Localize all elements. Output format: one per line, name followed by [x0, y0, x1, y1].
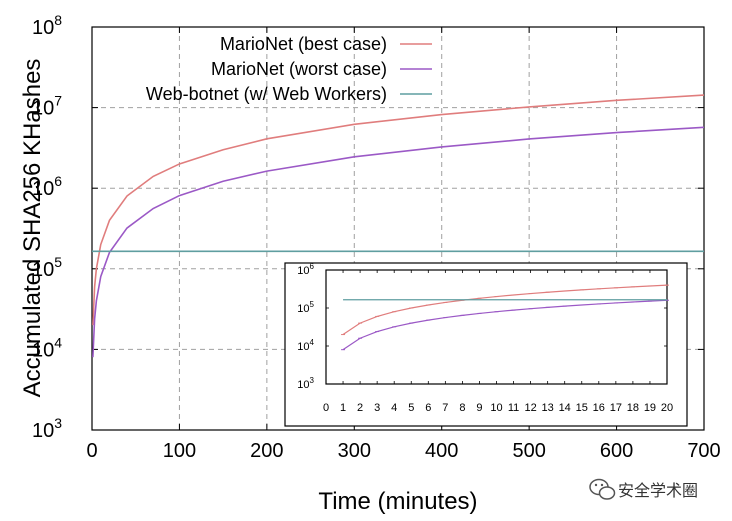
inset-x-ticks: 0 1 2 3 4 5 6 7 8 9 10 11 12 13 14 15 16 17 18 19 20	[323, 270, 673, 414]
inset-x-tick-label: 7	[442, 402, 448, 414]
main-x-ticks: 0 100 200 300 400 500 600 700	[86, 27, 721, 462]
inset-y-tick-label: 103	[297, 376, 314, 391]
inset-x-tick-label: 19	[644, 402, 656, 414]
x-tick-label: 100	[163, 440, 196, 462]
inset-y-ticks: 103 104 105 106	[297, 262, 667, 391]
legend-label: MarioNet (best case)	[220, 34, 387, 54]
legend: MarioNet (best case) MarioNet (worst case…	[146, 34, 432, 104]
x-tick-label: 400	[425, 440, 458, 462]
y-tick-label: 108	[32, 12, 62, 39]
wechat-icon	[589, 478, 616, 500]
x-axis-label: Time (minutes)	[318, 488, 477, 515]
inset-x-tick-label: 5	[408, 402, 414, 414]
inset-x-tick-label: 20	[661, 402, 673, 414]
inset-y-tick-label: 106	[297, 262, 314, 277]
watermark: 安全学术圈	[589, 478, 698, 500]
inset-x-tick-label: 16	[593, 402, 605, 414]
inset-background	[284, 262, 688, 427]
inset-x-tick-label: 9	[476, 402, 482, 414]
inset-x-tick-label: 10	[490, 402, 502, 414]
inset-x-tick-label: 4	[391, 402, 397, 414]
legend-label: MarioNet (worst case)	[211, 59, 387, 79]
y-tick-label: 106	[32, 173, 62, 200]
main-series	[92, 94, 705, 358]
inset-x-tick-label: 8	[459, 402, 465, 414]
x-tick-label: 0	[86, 440, 97, 462]
inset-x-tick-label: 0	[323, 402, 329, 414]
inset-x-tick-label: 3	[374, 402, 380, 414]
inset-x-tick-label: 17	[610, 402, 622, 414]
series-line-marionet-worst-case	[92, 126, 705, 358]
inset-y-tick-label: 104	[297, 338, 314, 353]
inset-x-tick-label: 2	[357, 402, 363, 414]
inset-x-tick-label: 14	[559, 402, 571, 414]
inset-x-tick-label: 13	[542, 402, 554, 414]
x-tick-label: 500	[512, 440, 545, 462]
x-tick-label: 200	[250, 440, 283, 462]
inset-series-line-marionet-worst-case	[342, 299, 668, 351]
inset-x-tick-label: 15	[576, 402, 588, 414]
y-tick-label: 103	[32, 415, 62, 442]
inset-series	[341, 284, 669, 351]
watermark-text: 安全学术圈	[618, 482, 698, 500]
inset-x-tick-label: 6	[425, 402, 431, 414]
inset-x-tick-label: 11	[508, 402, 519, 414]
inset-x-tick-label: 12	[524, 402, 536, 414]
y-tick-label: 107	[32, 93, 62, 120]
x-tick-label: 300	[338, 440, 371, 462]
series-line-marionet-best-case	[92, 94, 705, 326]
x-tick-label: 600	[600, 440, 633, 462]
legend-label: Web-botnet (w/ Web Workers)	[146, 84, 387, 104]
y-tick-label: 105	[32, 254, 62, 281]
y-axis-label: Accumulated SHA256 KHashes	[19, 59, 46, 398]
inset-y-tick-label: 105	[297, 300, 314, 315]
main-plot-frame	[91, 26, 705, 431]
y-tick-label: 104	[32, 334, 62, 361]
inset-x-tick-label: 18	[627, 402, 639, 414]
inset-x-tick-label: 1	[340, 402, 346, 414]
inset-series-line-marionet-best-case	[342, 284, 668, 336]
x-tick-label: 700	[687, 440, 720, 462]
